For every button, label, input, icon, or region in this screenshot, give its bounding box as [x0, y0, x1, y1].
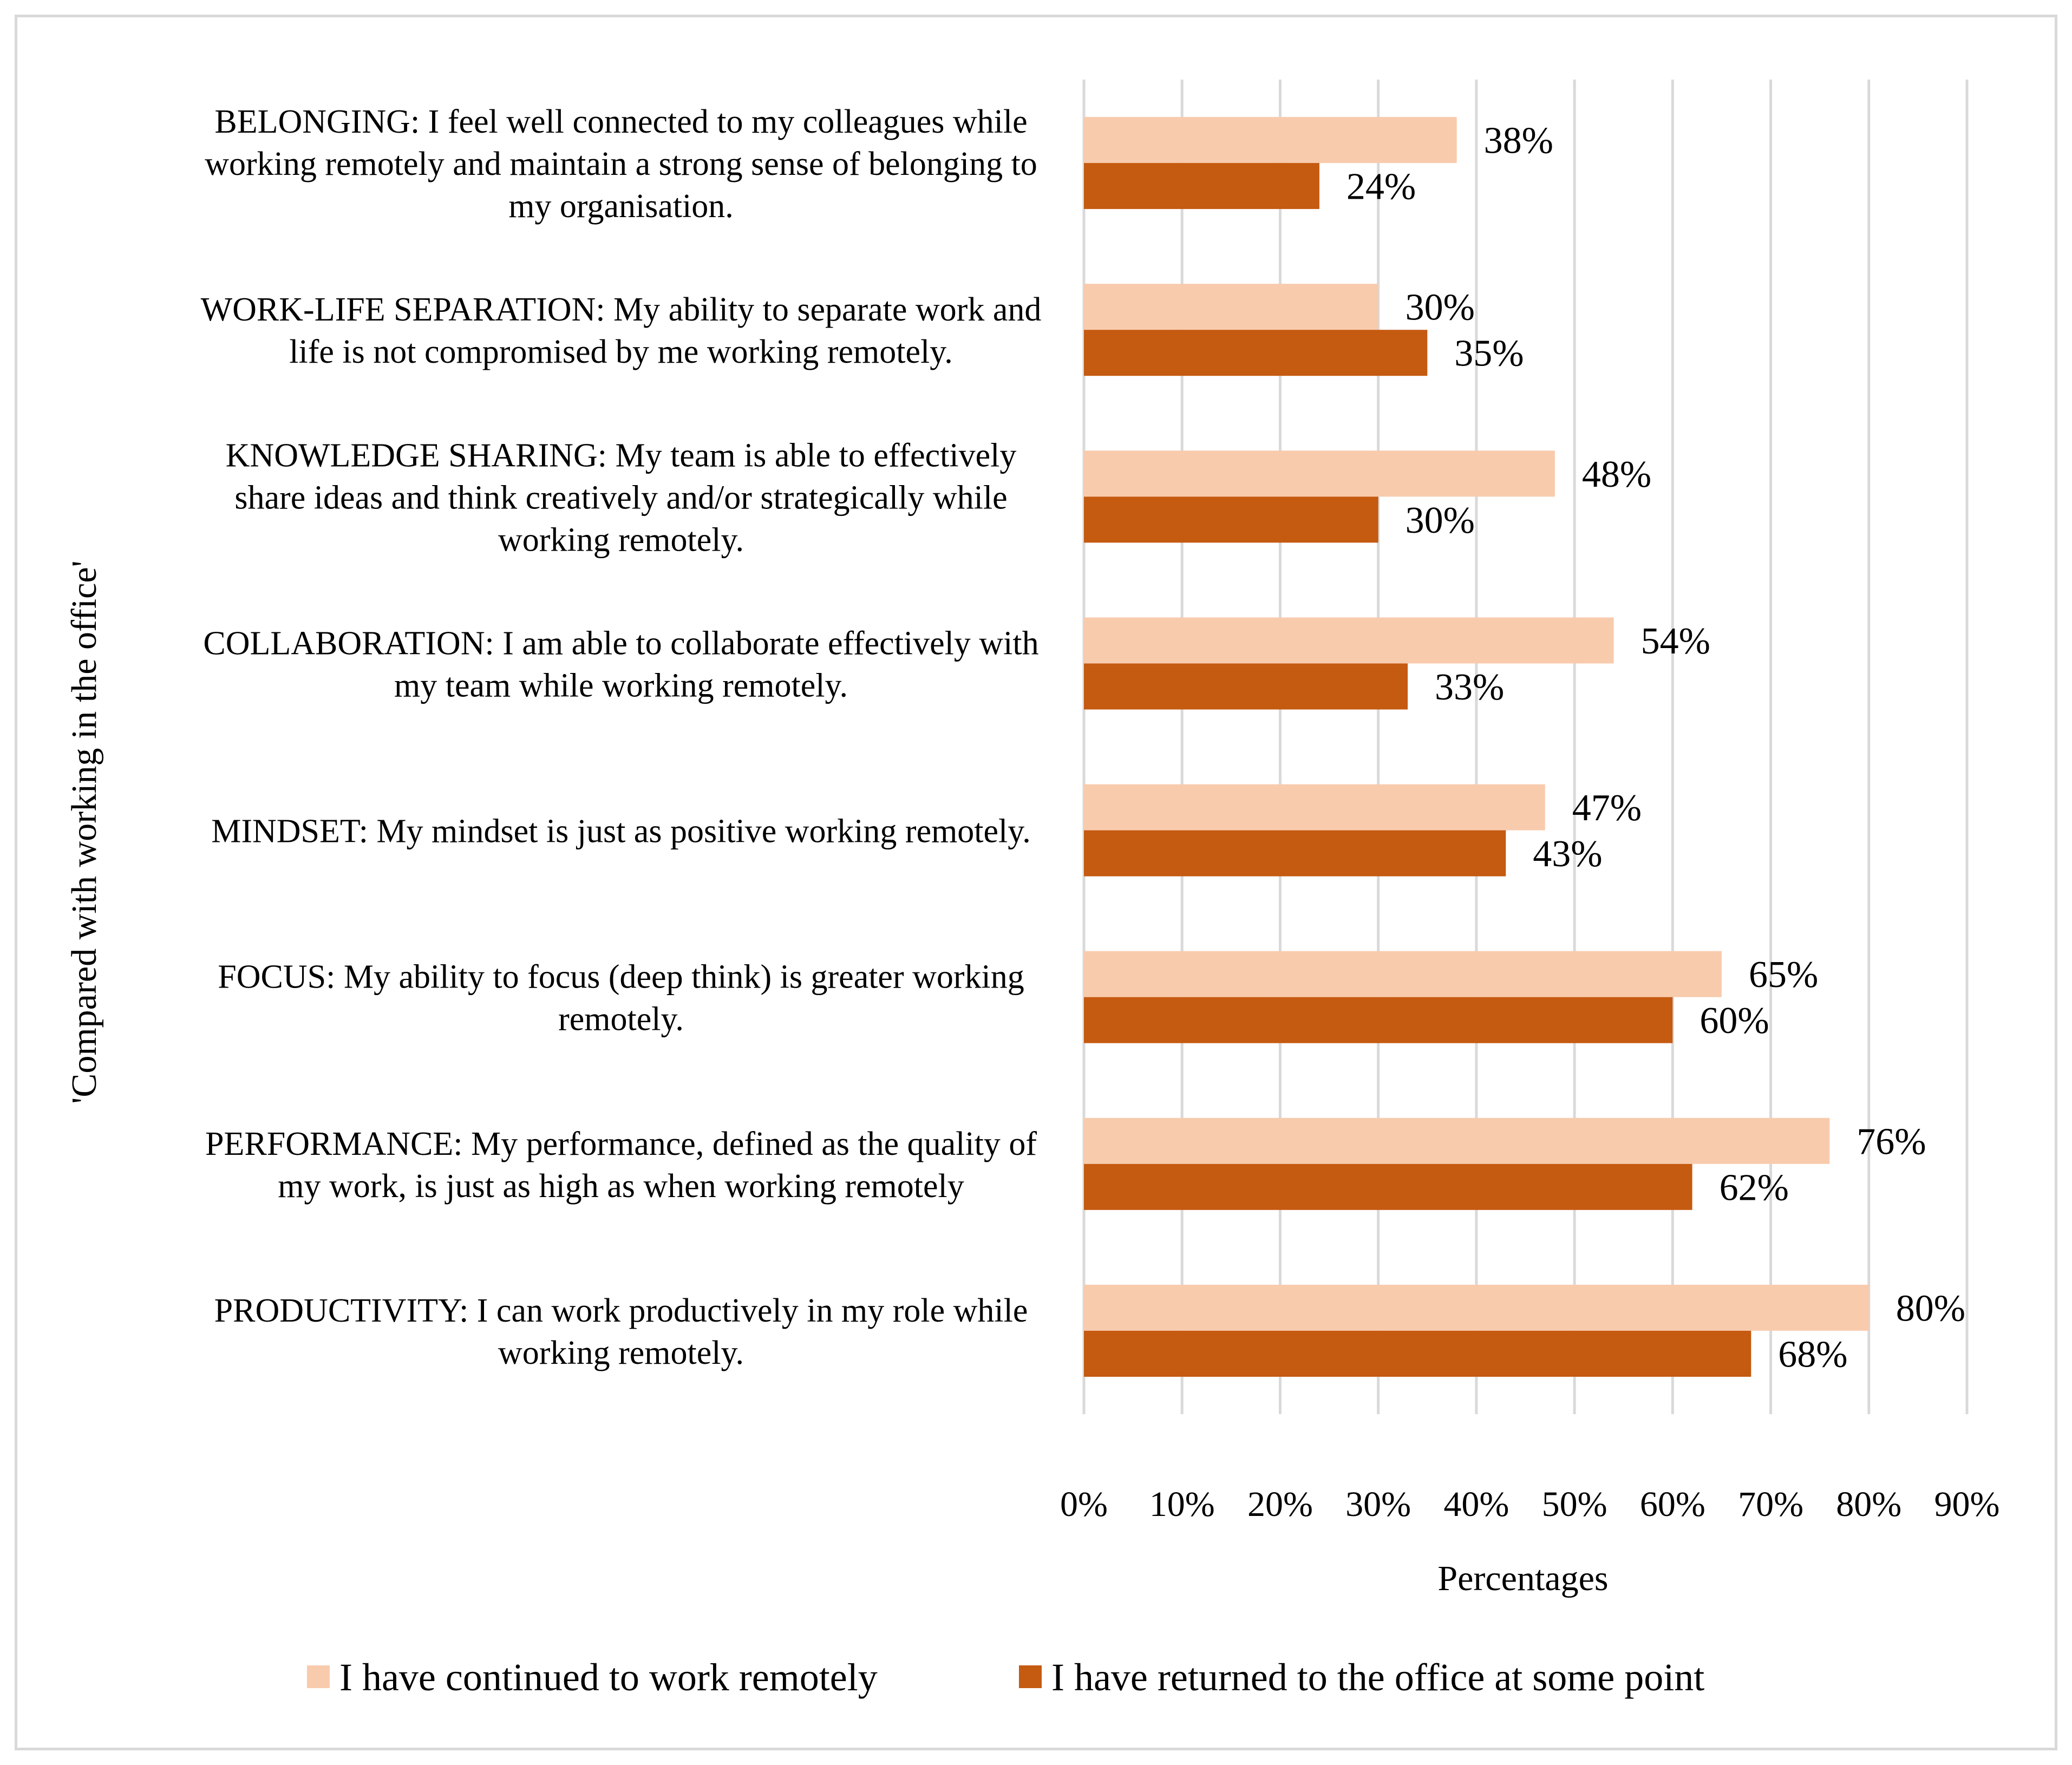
- x-tick-label: 90%: [1934, 1485, 2000, 1524]
- category-label: KNOWLEDGE SHARING: My team is able to ef…: [226, 437, 1017, 558]
- bar-returned: [1084, 663, 1408, 710]
- x-tick-label: 30%: [1345, 1485, 1411, 1524]
- x-tick-label: 0%: [1060, 1485, 1108, 1524]
- bar-returned: [1084, 496, 1378, 543]
- bar-returned: [1084, 163, 1319, 210]
- data-label: 80%: [1896, 1287, 1965, 1329]
- data-label: 47%: [1572, 787, 1642, 829]
- y-axis-title: 'Compared with working in the office': [64, 560, 104, 1103]
- category-label: FOCUS: My ability to focus (deep think) …: [218, 959, 1024, 1038]
- category-label: MINDSET: My mindset is just as positive …: [211, 813, 1031, 850]
- data-label: 30%: [1406, 287, 1475, 329]
- category-label: BELONGING: I feel well connected to my c…: [205, 103, 1037, 225]
- bar-returned: [1084, 997, 1673, 1043]
- data-labels: 38%24%30%35%48%30%54%33%47%43%65%60%76%6…: [1347, 120, 1965, 1376]
- data-label: 24%: [1347, 166, 1416, 208]
- gridlines: [1082, 80, 1969, 1414]
- data-label: 43%: [1533, 833, 1602, 875]
- x-tick-labels: 0% 10% 20% 30% 40% 50% 60% 70% 80% 90%: [1060, 1485, 1999, 1524]
- data-label: 35%: [1454, 333, 1524, 375]
- data-label: 60%: [1700, 1000, 1769, 1042]
- category-label: PRODUCTIVITY: I can work productively in…: [214, 1292, 1028, 1371]
- legend-swatch: [307, 1665, 330, 1688]
- bar-returned: [1084, 330, 1428, 376]
- bar-returned: [1084, 1163, 1692, 1210]
- category-label: WORK-LIFE SEPARATION: My ability to sepa…: [201, 291, 1042, 370]
- legend-label: I have continued to work remotely: [339, 1656, 878, 1699]
- bar-remote: [1084, 617, 1614, 664]
- x-tick-label: 60%: [1640, 1485, 1705, 1524]
- category-label: COLLABORATION: I am able to collaborate …: [203, 625, 1038, 704]
- bar-returned: [1084, 830, 1506, 877]
- x-tick-label: 10%: [1149, 1485, 1215, 1524]
- bar-returned: [1084, 1330, 1751, 1377]
- bar-remote: [1084, 1284, 1869, 1331]
- data-label: 65%: [1749, 954, 1818, 996]
- data-label: 48%: [1582, 454, 1651, 495]
- bars: [1084, 117, 1869, 1377]
- x-tick-label: 50%: [1542, 1485, 1607, 1524]
- x-tick-label: 20%: [1247, 1485, 1313, 1524]
- data-label: 33%: [1435, 666, 1504, 708]
- bar-remote: [1084, 284, 1378, 330]
- chart-svg: 38%24%30%35%48%30%54%33%47%43%65%60%76%6…: [64, 80, 1999, 1699]
- data-label: 62%: [1720, 1167, 1789, 1208]
- x-tick-label: 80%: [1836, 1485, 1901, 1524]
- legend-label: I have returned to the office at some po…: [1051, 1656, 1704, 1699]
- legend: I have continued to work remotely I have …: [307, 1656, 1704, 1699]
- data-label: 30%: [1406, 500, 1475, 541]
- bar-remote: [1084, 450, 1555, 497]
- category-label: PERFORMANCE: My performance, defined as …: [205, 1126, 1037, 1205]
- x-axis-title: Percentages: [1437, 1559, 1608, 1598]
- x-tick-label: 40%: [1443, 1485, 1509, 1524]
- bar-remote: [1084, 784, 1545, 831]
- data-label: 38%: [1484, 120, 1553, 162]
- chart-frame: 38% 24% 30% 35% 48% 30% 54% 33% 47% 43% 65% 60% 76% 6…: [15, 15, 2057, 1750]
- x-tick-label: 70%: [1738, 1485, 1803, 1524]
- bar-remote: [1084, 1117, 1830, 1164]
- data-label: 68%: [1778, 1333, 1847, 1375]
- category-labels: BELONGING: I feel well connected to my c…: [201, 103, 1042, 1371]
- legend-swatch: [1019, 1665, 1042, 1688]
- bar-remote: [1084, 951, 1722, 997]
- data-label: 76%: [1857, 1121, 1926, 1162]
- data-label: 54%: [1641, 620, 1710, 662]
- bar-remote: [1084, 117, 1457, 164]
